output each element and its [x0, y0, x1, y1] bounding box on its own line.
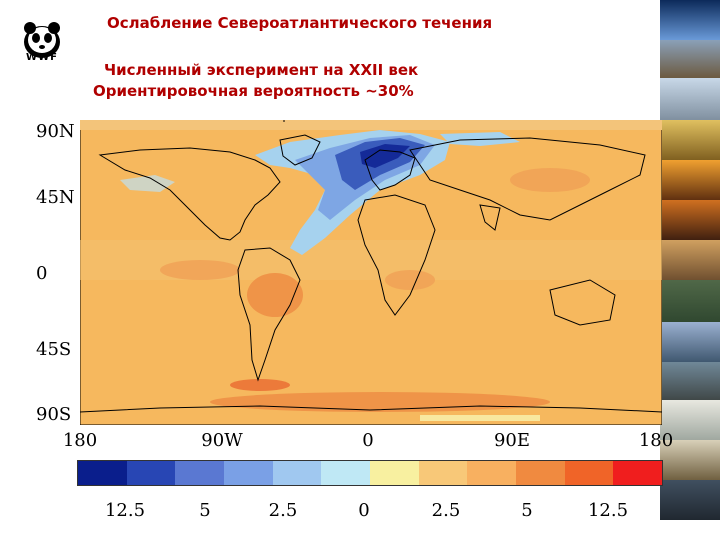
colorbar-swatch-4 [272, 461, 322, 485]
colorbar-swatch-10 [564, 461, 614, 485]
coast-antarctica [80, 405, 662, 413]
y-tick-45n: 45N [36, 187, 75, 208]
photo-field [660, 120, 720, 160]
colorbar-swatch-8 [467, 461, 517, 485]
colorbar [77, 460, 663, 486]
temperature-anomaly-map [80, 120, 662, 425]
warm-patch-south-america [247, 273, 303, 317]
photo-animal [660, 40, 720, 78]
colorbar-label: 0 [358, 500, 370, 521]
photo-sunset [660, 160, 720, 200]
x-tick-90e: 90E [493, 430, 531, 451]
photo-tiger [660, 200, 720, 240]
colorbar-label: 5 [521, 500, 533, 521]
warm-patch-indian [385, 270, 435, 290]
coast-africa [357, 194, 436, 316]
y-tick-90n: 90N [36, 121, 75, 142]
colorbar-swatch-9 [516, 461, 565, 485]
neutral-band [420, 415, 540, 421]
colorbar-swatch-1 [126, 461, 176, 485]
photo-coast [660, 362, 720, 400]
y-tick-90s: 90S [36, 404, 72, 425]
slide-subtitle-probability: Ориентировочная вероятность ~30% [93, 82, 414, 100]
x-tick-0: 0 [362, 430, 374, 451]
y-tick-45s: 45S [36, 339, 72, 360]
photo-mountains [660, 78, 720, 120]
coast-south-america [237, 247, 301, 382]
warm-patch-asia [510, 168, 590, 192]
x-tick-90w: 90W [201, 430, 243, 451]
coast-asia [409, 137, 646, 221]
wwf-logo-text: WWF [26, 52, 58, 63]
coast-europe [364, 149, 416, 191]
colorbar-label: 12.5 [587, 500, 629, 521]
coast-australia [549, 279, 616, 326]
cooling-zone-north-pacific [120, 175, 175, 192]
warm-patch-south-pacific [230, 379, 290, 391]
colorbar-label: 2.5 [268, 500, 298, 521]
coast-north-america [98, 147, 281, 241]
colorbar-label: 12.5 [104, 500, 146, 521]
coast-india [479, 204, 501, 231]
photo-leopard [660, 240, 720, 280]
photo-space [660, 0, 720, 40]
panda-icon [24, 22, 60, 58]
colorbar-swatch-7 [418, 461, 468, 485]
warm-patch-southern-ocean [210, 392, 550, 412]
colorbar-swatch-3 [224, 461, 273, 485]
photo-strip [660, 0, 720, 540]
x-tick-180e: 180 [638, 430, 674, 451]
photo-water [660, 480, 720, 520]
warm-patch-pacific [160, 260, 240, 280]
colorbar-swatch-11 [613, 461, 663, 485]
photo-mountain-lake [660, 322, 720, 362]
photo-bird [660, 440, 720, 480]
photo-swans [660, 400, 720, 440]
colorbar-swatch-6 [370, 461, 419, 485]
colorbar-swatch-2 [175, 461, 225, 485]
cooling-zone-core [360, 144, 410, 168]
coast-greenland [279, 134, 321, 166]
colorbar-label: 5 [199, 500, 211, 521]
y-tick-0: 0 [36, 263, 48, 284]
colorbar-swatch-0 [78, 461, 127, 485]
photo-forest [660, 280, 720, 322]
colorbar-swatch-5 [321, 461, 371, 485]
colorbar-label: 2.5 [431, 500, 461, 521]
x-tick-180w: 180 [62, 430, 98, 451]
slide-subtitle-experiment: Численный эксперимент на XXII век [104, 61, 419, 79]
slide-title: Ослабление Североатлантического течения [107, 14, 493, 32]
